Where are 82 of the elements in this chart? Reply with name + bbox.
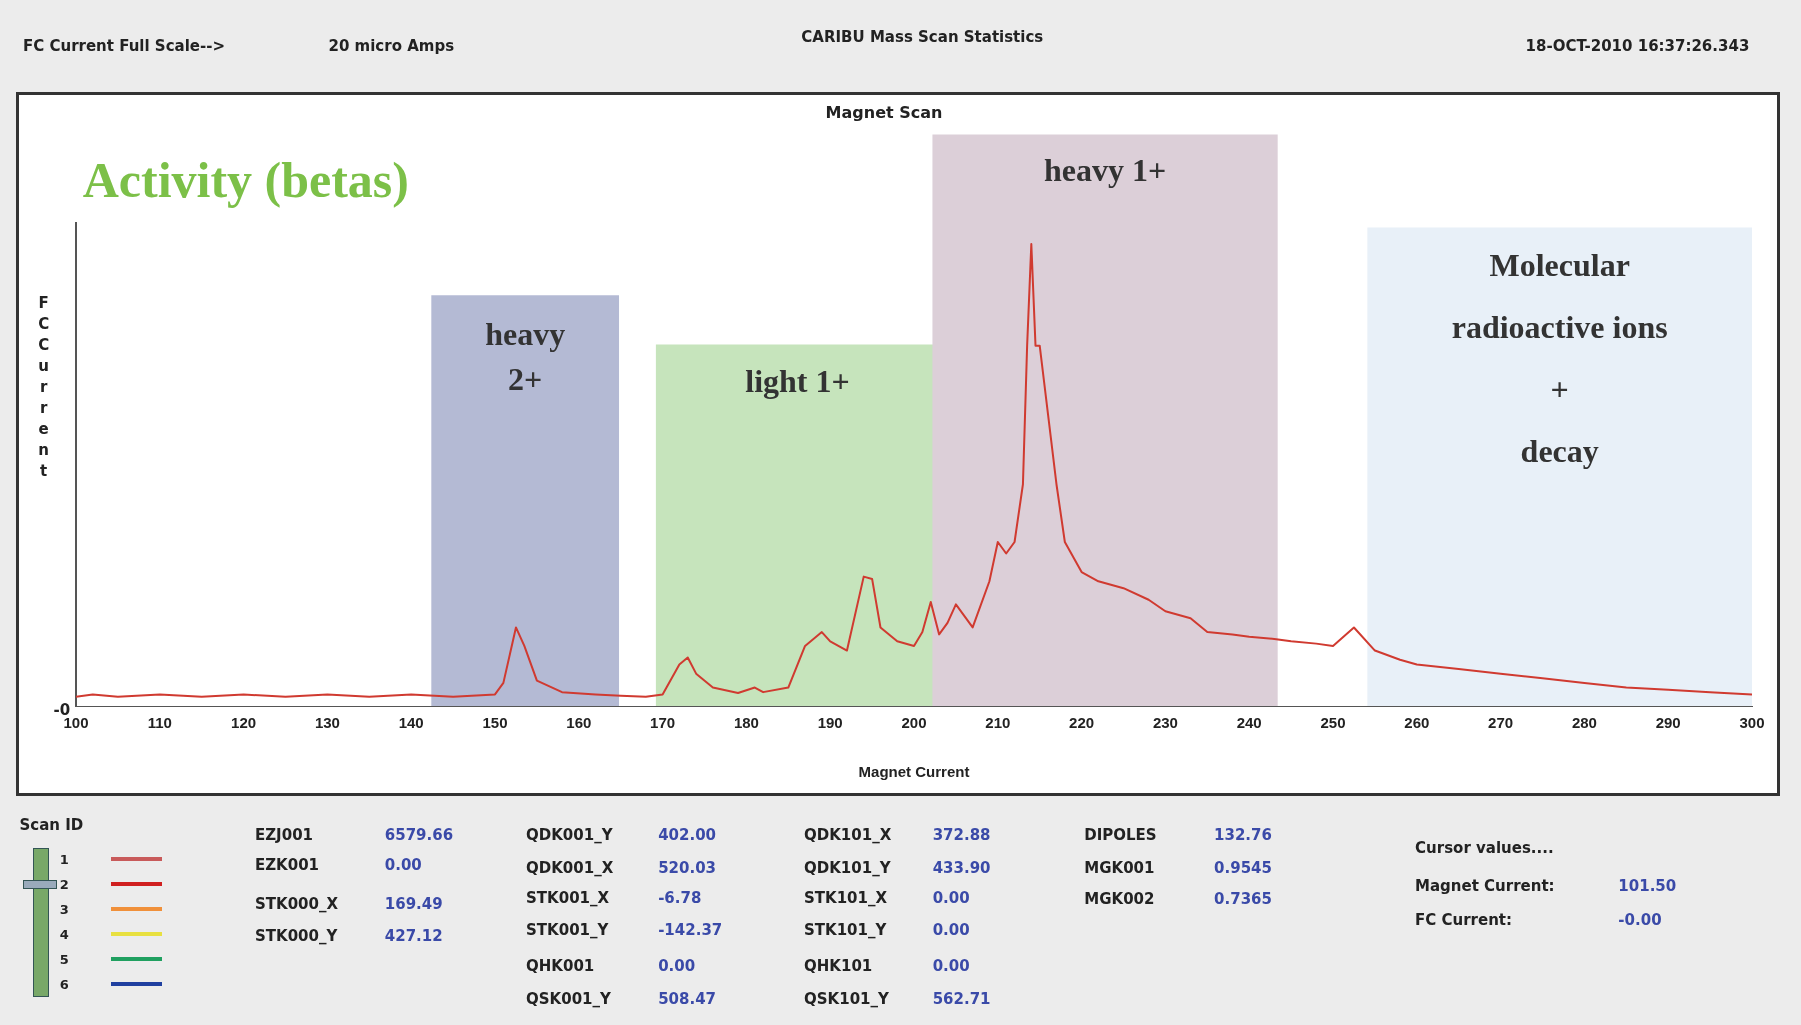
text: 20 micro Amps <box>328 36 455 55</box>
text: Cursor values.... <box>1415 838 1554 857</box>
x-tick-label: 160 <box>566 714 592 732</box>
text: 427.12 <box>384 927 443 946</box>
text: 0.00 <box>932 921 970 940</box>
band-label: heavy 1+ <box>1043 151 1167 188</box>
band-label: heavy 2+ <box>485 315 566 397</box>
text: 4 <box>59 926 69 942</box>
chart-title: Magnet Scan <box>825 102 943 122</box>
text: 101.50 <box>1618 876 1677 895</box>
text: STK001_X <box>526 889 610 908</box>
text: 2 <box>59 876 69 892</box>
text: 3 <box>59 901 69 917</box>
x-tick-label: 170 <box>650 714 676 732</box>
x-tick-label: 220 <box>1069 714 1095 732</box>
text: 562.71 <box>932 990 991 1009</box>
text: QDK101_X <box>804 826 892 845</box>
text: QHK101 <box>804 956 873 975</box>
text: 0.00 <box>932 889 970 908</box>
x-tick-label: 120 <box>231 714 257 732</box>
text: 402.00 <box>658 826 717 845</box>
text: Activity (betas) <box>82 151 409 210</box>
text: 132.76 <box>1214 826 1272 845</box>
text: -0.00 <box>1618 911 1662 930</box>
x-tick-label: 230 <box>1152 714 1178 732</box>
text: STK000_X <box>254 894 339 913</box>
x-tick-label: 210 <box>985 714 1011 732</box>
x-tick-label: 140 <box>398 714 424 732</box>
text: 5 <box>59 951 69 967</box>
text: 0.7365 <box>1214 890 1272 909</box>
text: QHK001 <box>526 956 595 975</box>
text: EZJ001 <box>254 826 313 845</box>
text: FC Current Full Scale--> <box>22 36 226 55</box>
text: 0.00 <box>932 956 970 975</box>
text: FC Current <box>38 293 50 480</box>
x-tick-label: 130 <box>314 714 340 732</box>
text: 1 <box>59 851 69 867</box>
band-label: light 1+ <box>745 362 850 399</box>
text: QSK101_Y <box>804 990 889 1009</box>
text: STK001_Y <box>526 921 609 940</box>
text: 520.03 <box>658 859 717 878</box>
text: 18-OCT-2010 16:37:26.343 <box>1525 36 1750 55</box>
text: DIPOLES <box>1084 826 1157 845</box>
text: QDK101_Y <box>804 859 891 878</box>
x-tick-label: 260 <box>1404 714 1430 732</box>
x-tick-label: 240 <box>1236 714 1262 732</box>
text: QSK001_Y <box>526 990 611 1009</box>
x-axis-title: Magnet Current <box>858 763 970 781</box>
x-tick-label: 250 <box>1320 714 1346 732</box>
x-tick-label: 200 <box>901 714 927 732</box>
text: QDK001_X <box>526 859 614 878</box>
text: 0.00 <box>658 956 696 975</box>
x-tick-label: 270 <box>1488 714 1514 732</box>
band-label: Molecular radioactive ions + decay <box>1451 246 1668 469</box>
text: EZK001 <box>254 855 320 874</box>
text: 0.9545 <box>1214 859 1272 878</box>
text: -142.37 <box>658 921 723 940</box>
text: 169.49 <box>384 894 443 913</box>
text: Magnet Current: <box>1415 876 1555 895</box>
text: 433.90 <box>932 859 991 878</box>
text: QDK001_Y <box>526 826 613 845</box>
x-tick-label: 110 <box>147 714 172 732</box>
text: STK101_Y <box>804 921 887 940</box>
x-tick-label: 300 <box>1739 714 1765 732</box>
x-tick-label: 190 <box>817 714 843 732</box>
text: MGK002 <box>1084 890 1155 909</box>
text: 0.00 <box>384 855 422 874</box>
text: -6.78 <box>658 889 702 908</box>
text: CARIBU Mass Scan Statistics <box>801 27 1044 46</box>
text: 6579.66 <box>384 826 454 845</box>
text: STK000_Y <box>254 927 338 946</box>
text: 6 <box>59 976 69 992</box>
text: 372.88 <box>932 826 991 845</box>
x-tick-label: 290 <box>1655 714 1681 732</box>
text: MGK001 <box>1084 859 1155 878</box>
x-tick-label: 150 <box>482 714 508 732</box>
text: FC Current: <box>1415 911 1513 930</box>
x-tick-label: 280 <box>1571 714 1597 732</box>
text: 508.47 <box>658 990 717 1009</box>
text: Scan ID <box>19 815 84 834</box>
text: STK101_X <box>804 889 888 908</box>
x-tick-label: 180 <box>733 714 759 732</box>
